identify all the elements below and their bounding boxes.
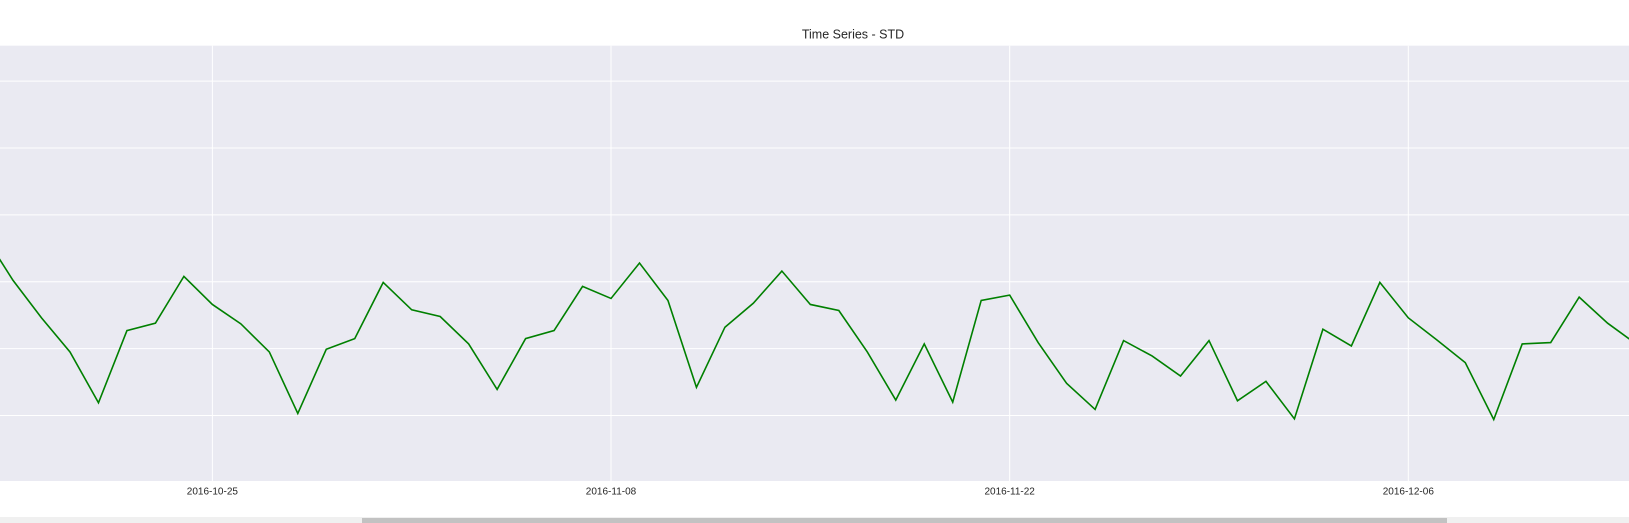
x-tick-label: 2016-12-06	[1383, 487, 1435, 498]
chart-title: Time Series - STD	[802, 27, 904, 41]
plot-background	[0, 45, 1629, 481]
scrollbar-thumb[interactable]	[362, 518, 1447, 523]
x-tick-label: 2016-11-08	[586, 487, 637, 498]
plot-area	[0, 258, 1629, 422]
x-tick-label: 2016-11-22	[984, 487, 1035, 498]
grid	[0, 45, 1629, 481]
series-line	[0, 258, 1629, 422]
x-tick-label: 2016-10-25	[187, 487, 239, 498]
